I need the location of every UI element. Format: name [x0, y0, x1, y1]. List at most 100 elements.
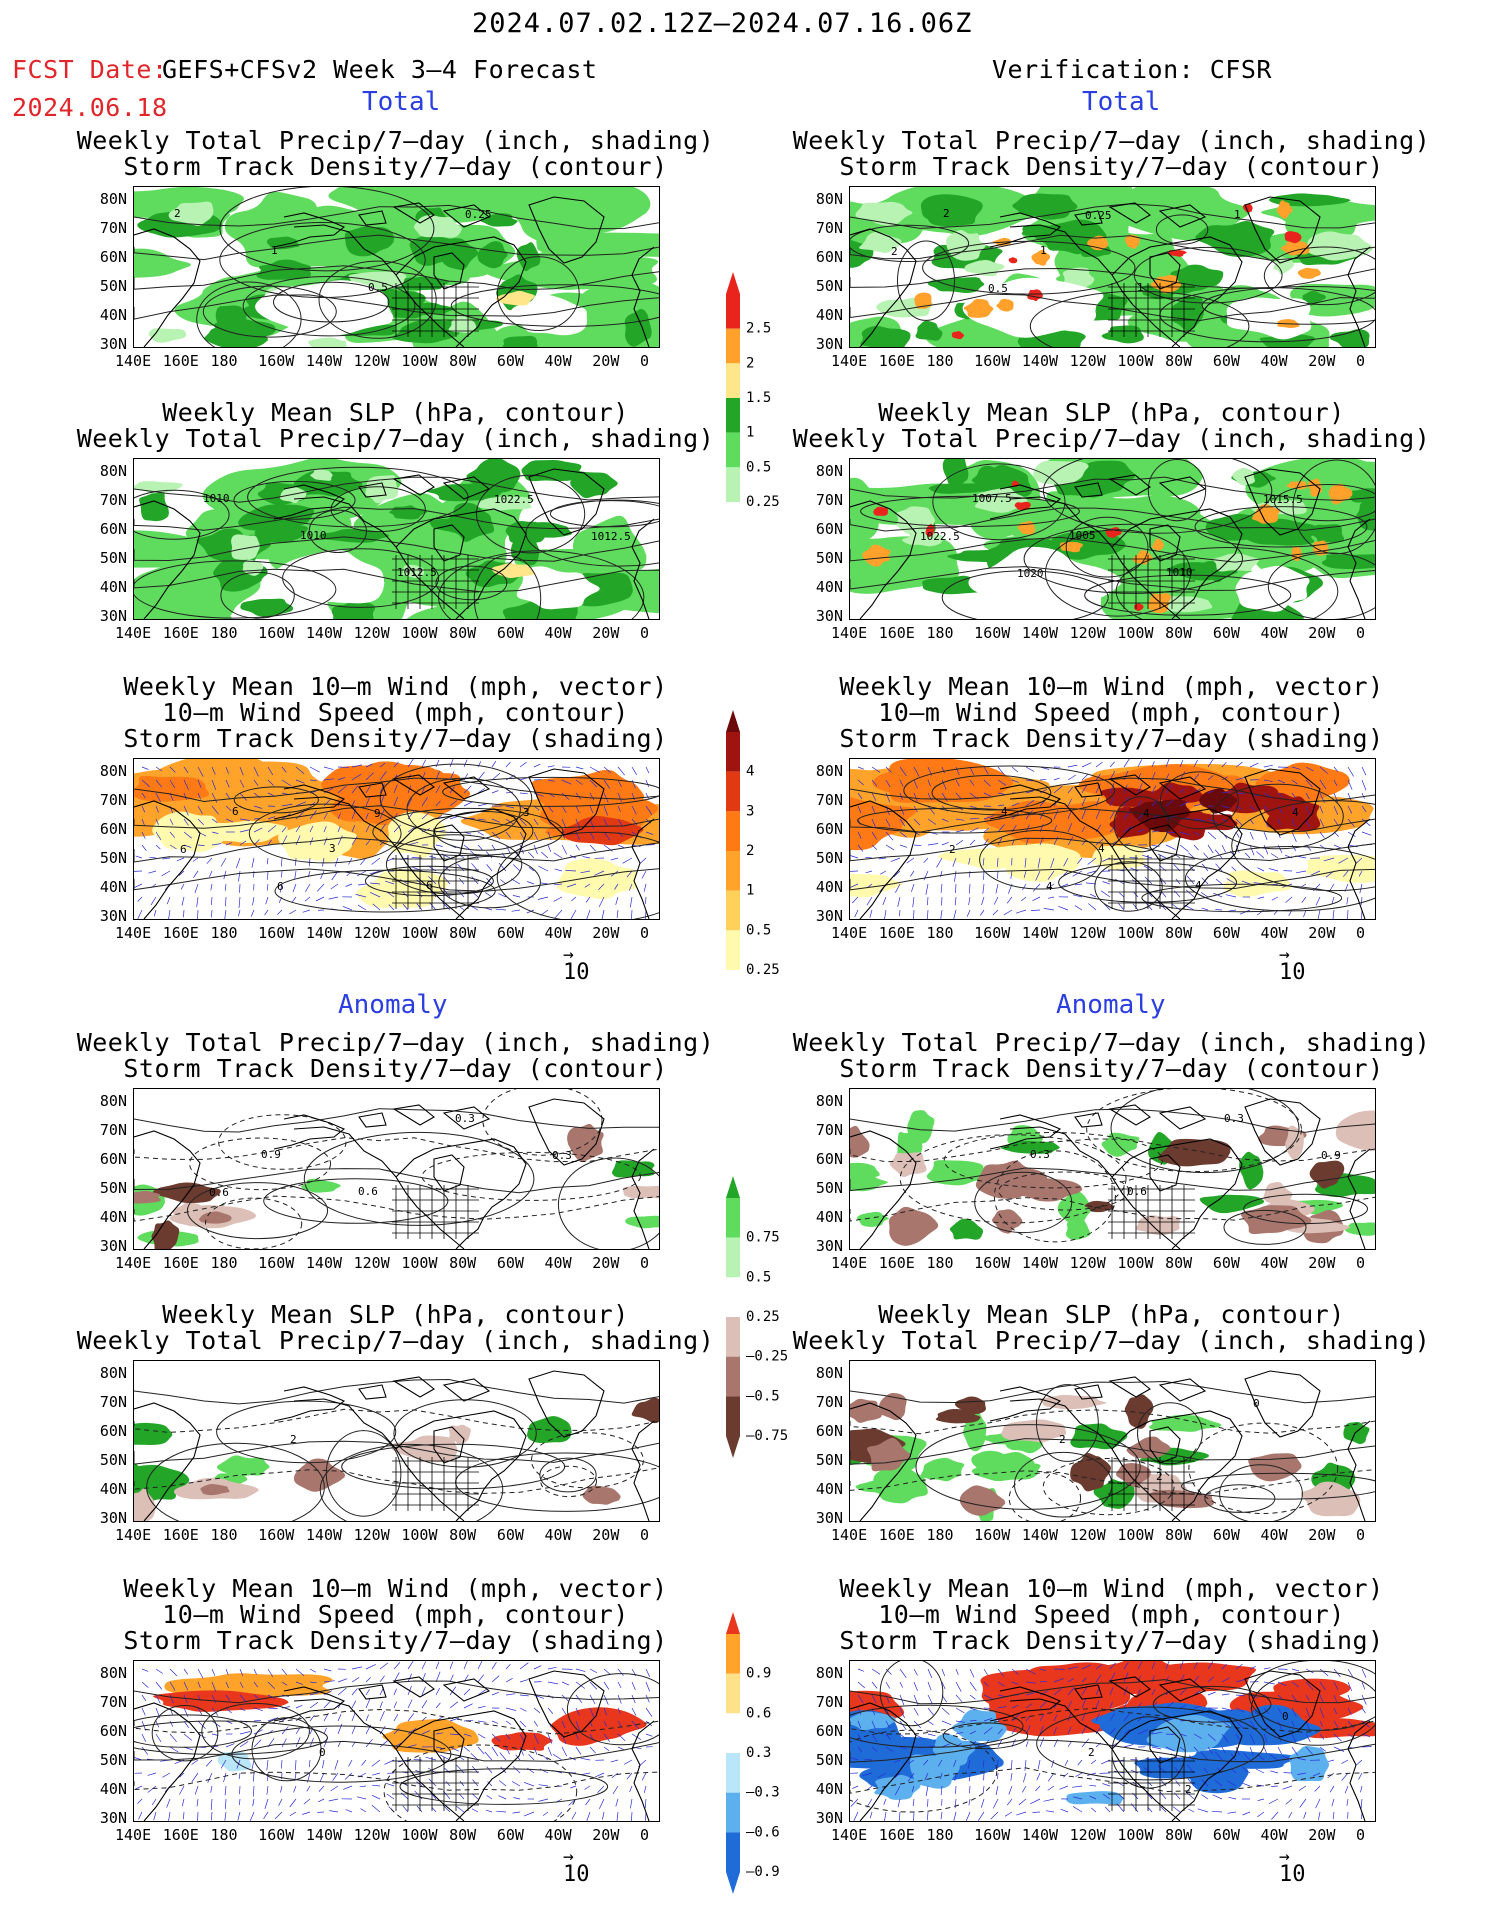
lat-tick-label: 80N: [815, 190, 843, 208]
anomaly-dry: [1124, 1394, 1154, 1429]
contour-label: 1015.5: [1263, 493, 1303, 506]
lon-tick-label: 180: [210, 924, 238, 942]
precip-shading: [480, 213, 519, 227]
lon-tick-label: 0: [640, 1826, 650, 1844]
heavy-precip: [1134, 603, 1144, 612]
lon-tick-label: 160W: [258, 1826, 295, 1844]
precip-shading: [974, 487, 1029, 513]
lon-tick-label: 60W: [1212, 352, 1240, 370]
storm-density: [539, 780, 659, 833]
lat-tick-label: 50N: [99, 277, 127, 295]
lon-tick-label: 160W: [974, 924, 1011, 942]
lon-tick-label: 20W: [592, 1254, 620, 1272]
precip-shading: [896, 506, 936, 535]
precip-shading: [1307, 231, 1374, 261]
precip-shading: [915, 320, 943, 341]
fcst-label: FCST Date:: [12, 55, 168, 84]
lon-tick-label: 160W: [258, 624, 295, 642]
colorbar-segment: [726, 1356, 740, 1397]
colorbar-tip: [726, 1176, 740, 1198]
lon-tick-label: 100W: [1117, 352, 1154, 370]
lon-tick-label: 0: [640, 924, 650, 942]
lat-tick-label: 60N: [99, 820, 127, 838]
lon-tick-label: 160E: [162, 624, 199, 642]
contour-lines: [134, 466, 659, 619]
storm-density: [938, 845, 1075, 870]
anomaly-dry: [391, 1435, 458, 1463]
colorbar-segment: [726, 1317, 740, 1357]
precip-shading: [1232, 467, 1255, 486]
panel-title-line: Weekly Mean 10—m Wind (mph, vector): [123, 1574, 668, 1603]
colorbar-segment: [726, 1713, 740, 1753]
lat-tick-label: 70N: [99, 491, 127, 509]
coastline: [850, 1370, 1371, 1521]
contour-label: 2: [1088, 1746, 1095, 1759]
storm-anomaly-pos: [551, 1707, 651, 1746]
lon-tick-label: 140W: [305, 1254, 343, 1272]
storm-anomaly-neg: [850, 1711, 897, 1731]
contour-label: 4: [1046, 880, 1053, 893]
lon-tick-label: 180: [210, 1254, 238, 1272]
contour-label: 1012.5: [591, 530, 631, 543]
anomaly-wet: [1344, 1222, 1375, 1236]
lon-tick-label: 100W: [1117, 924, 1154, 942]
lat-tick-label: 40N: [99, 1208, 127, 1226]
colorbar-tip: [726, 970, 740, 992]
coastline: [850, 468, 1371, 619]
contour-label: 1010: [203, 492, 230, 505]
vector-reference-value: 10: [1279, 960, 1306, 985]
colorbar-label: —0.25: [746, 1349, 788, 1365]
vector-reference: → 10: [1279, 1848, 1306, 1888]
precip-shading: [440, 238, 480, 271]
anomaly-dry: [991, 1209, 1024, 1234]
lat-tick-label: 40N: [99, 1780, 127, 1798]
lon-tick-label: 180: [926, 352, 954, 370]
arrow-right-icon: →: [563, 944, 574, 965]
lat-tick-label: 60N: [99, 520, 127, 538]
lon-tick-label: 0: [1356, 624, 1366, 642]
colorbar-label: 0.9: [746, 1666, 771, 1682]
lon-tick-label: 100W: [401, 1826, 438, 1844]
lon-tick-label: 40W: [544, 1526, 572, 1544]
lon-tick-label: 100W: [401, 924, 438, 942]
heavy-precip: [1151, 538, 1164, 551]
coastline: [850, 196, 1371, 347]
lon-tick-label: 160E: [162, 1254, 199, 1272]
state-boundaries: [1108, 1185, 1195, 1239]
map-panel-4-left: 0.9 0.6 0.3 0.3 0.6: [133, 1088, 660, 1250]
colorbar-segment: [726, 1753, 740, 1793]
storm-density: [191, 820, 288, 844]
lat-tick-label: 50N: [99, 849, 127, 867]
panel-title-line: Weekly Mean SLP (hPa, contour): [878, 1300, 1345, 1329]
precip-shading: [1051, 530, 1127, 560]
storm-anomaly-pos: [1273, 1678, 1351, 1704]
colorbar-label: 0.5: [746, 922, 771, 938]
lon-tick-label: 0: [640, 624, 650, 642]
colorbar-segment: [726, 294, 740, 329]
lat-tick-label: 70N: [99, 1693, 127, 1711]
lon-tick-label: 40W: [544, 1254, 572, 1272]
precip-shading: [240, 598, 294, 617]
heavy-precip: [873, 506, 889, 516]
precip-shading: [241, 205, 432, 267]
lat-tick-label: 70N: [99, 1121, 127, 1139]
precip-shading: [1285, 208, 1363, 241]
lon-tick-label: 140E: [115, 924, 152, 942]
anomaly-dry: [1157, 1138, 1231, 1167]
lon-tick-label: 140W: [1021, 1826, 1059, 1844]
lon-tick-label: 140W: [1021, 924, 1059, 942]
vector-reference-value: 10: [1279, 1862, 1306, 1887]
panel-title-line: Storm Track Density/7—day (contour): [839, 1054, 1384, 1083]
lon-tick-label: 40W: [544, 624, 572, 642]
panel-title-line: Weekly Total Precip/7—day (inch, shading…: [76, 1326, 715, 1355]
panel-title-line: Weekly Mean SLP (hPa, contour): [878, 398, 1345, 427]
contour-label: 1012.5: [397, 566, 437, 579]
lon-tick-label: 160E: [878, 624, 915, 642]
state-boundaries: [392, 1757, 479, 1811]
lat-tick-label: 70N: [99, 791, 127, 809]
lon-tick-label: 100W: [1117, 1526, 1154, 1544]
lon-tick-label: 20W: [1308, 1826, 1336, 1844]
contour-lines: [850, 1661, 1375, 1813]
map-panel-5-right: 2 2 0: [849, 1360, 1376, 1522]
colorbar-label: 1.5: [746, 390, 771, 406]
